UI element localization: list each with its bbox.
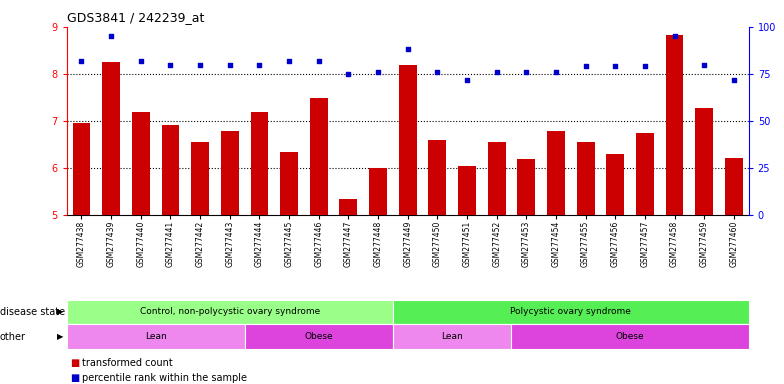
Text: disease state: disease state: [0, 307, 65, 317]
Bar: [666, 35, 684, 215]
Text: transformed count: transformed count: [82, 358, 173, 368]
Point: [75, 58, 88, 64]
Bar: [458, 166, 476, 215]
Bar: [310, 98, 328, 215]
Point: [668, 33, 681, 40]
Bar: [191, 142, 209, 215]
Point: [253, 61, 266, 68]
Bar: [280, 152, 298, 215]
Bar: [488, 142, 506, 215]
Bar: [339, 199, 358, 215]
Point: [579, 63, 592, 70]
Point: [164, 61, 176, 68]
Bar: [511, 324, 749, 349]
Bar: [393, 300, 749, 324]
Bar: [67, 324, 245, 349]
Bar: [695, 108, 713, 215]
Text: GDS3841 / 242239_at: GDS3841 / 242239_at: [67, 11, 204, 24]
Point: [431, 69, 444, 75]
Point: [342, 71, 354, 77]
Bar: [399, 65, 416, 215]
Text: ▶: ▶: [57, 333, 64, 341]
Bar: [73, 123, 90, 215]
Text: Control, non-polycystic ovary syndrome: Control, non-polycystic ovary syndrome: [140, 308, 320, 316]
Bar: [547, 131, 564, 215]
Bar: [577, 142, 594, 215]
Bar: [221, 131, 238, 215]
Text: Polycystic ovary syndrome: Polycystic ovary syndrome: [510, 308, 631, 316]
Point: [223, 61, 236, 68]
Bar: [102, 62, 120, 215]
Bar: [517, 159, 535, 215]
Text: ■: ■: [71, 358, 80, 368]
Bar: [428, 140, 446, 215]
Point: [698, 61, 710, 68]
Point: [609, 63, 622, 70]
Point: [401, 46, 414, 53]
Point: [135, 58, 147, 64]
Point: [639, 63, 652, 70]
Bar: [67, 300, 393, 324]
Text: percentile rank within the sample: percentile rank within the sample: [82, 373, 247, 383]
Point: [372, 69, 384, 75]
Point: [461, 76, 474, 83]
Bar: [162, 125, 180, 215]
Text: Obese: Obese: [304, 333, 333, 341]
Bar: [606, 154, 624, 215]
Point: [283, 58, 296, 64]
Point: [728, 76, 740, 83]
Bar: [369, 168, 387, 215]
Bar: [132, 113, 150, 215]
Point: [490, 69, 503, 75]
Point: [194, 61, 206, 68]
Text: other: other: [0, 332, 26, 342]
Text: ■: ■: [71, 373, 80, 383]
Point: [313, 58, 325, 64]
Point: [550, 69, 562, 75]
Bar: [251, 112, 268, 215]
Point: [520, 69, 532, 75]
Text: Lean: Lean: [145, 333, 166, 341]
Text: ▶: ▶: [57, 308, 64, 316]
Bar: [245, 324, 393, 349]
Text: Obese: Obese: [615, 333, 644, 341]
Text: Lean: Lean: [441, 333, 463, 341]
Bar: [393, 324, 511, 349]
Bar: [725, 158, 742, 215]
Point: [105, 33, 118, 40]
Bar: [636, 133, 654, 215]
